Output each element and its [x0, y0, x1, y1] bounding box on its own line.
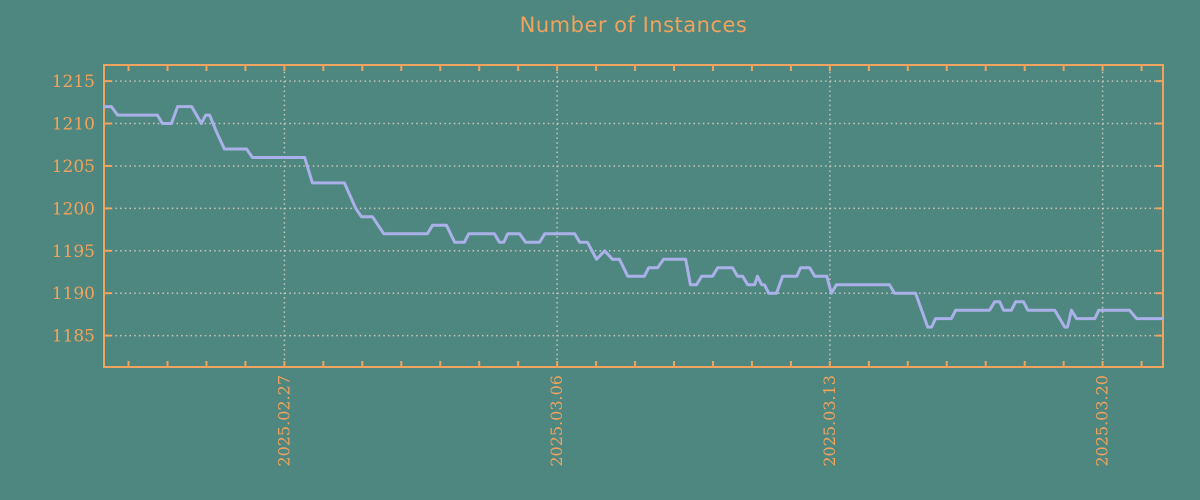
- y-tick-label: 1185: [52, 327, 95, 347]
- x-tick-label: 2025.03.20: [1093, 375, 1112, 467]
- y-tick-label: 1215: [52, 72, 95, 92]
- y-tick-label: 1210: [52, 115, 95, 135]
- series-line: [102, 105, 1165, 329]
- x-tick-label: 2025.03.13: [820, 375, 839, 467]
- x-tick-label: 2025.02.27: [274, 375, 293, 467]
- y-tick-label: 1205: [52, 157, 95, 177]
- chart-title: Number of Instances: [519, 13, 748, 37]
- y-tick-label: 1190: [52, 284, 95, 304]
- y-tick-label: 1195: [52, 242, 95, 262]
- y-tick-label: 1200: [52, 199, 95, 219]
- x-tick-label: 2025.03.06: [547, 375, 566, 467]
- plot-border: [103, 64, 1164, 368]
